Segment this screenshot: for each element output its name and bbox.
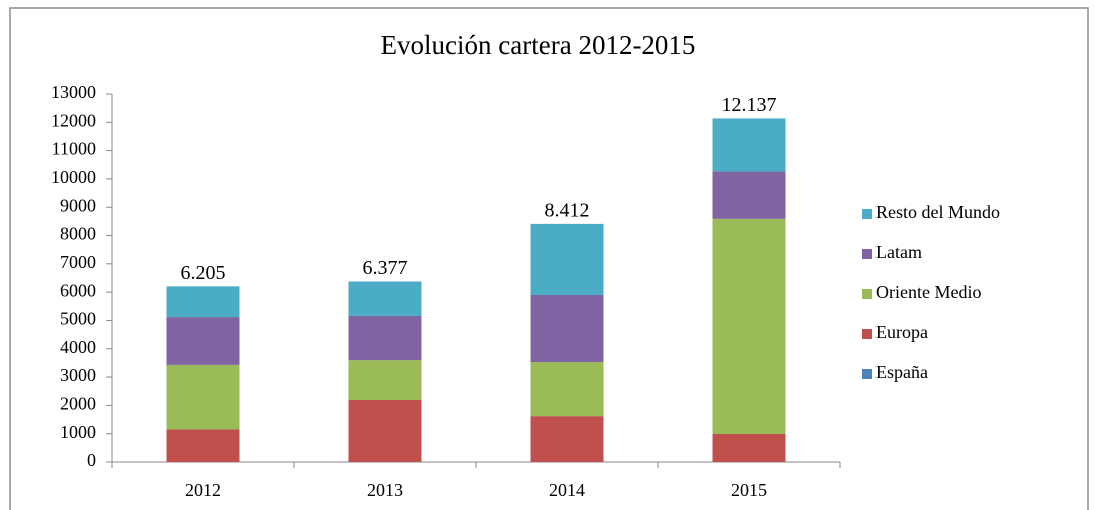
legend-swatch [862, 249, 872, 259]
bar-segment [166, 429, 240, 462]
bar-segment [530, 223, 604, 295]
y-tick-label: 12000 [51, 110, 96, 130]
bar-segment [530, 294, 604, 363]
bar-segment [712, 218, 786, 434]
x-tick-label: 2014 [549, 480, 585, 500]
y-tick-label: 4000 [60, 337, 96, 357]
legend-swatch [862, 209, 872, 219]
x-tick-label: 2015 [731, 480, 767, 500]
y-tick-label: 8000 [60, 224, 96, 244]
bar-segment [530, 362, 604, 417]
legend-swatch [862, 329, 872, 339]
bar-segment [166, 364, 240, 430]
legend-swatch [862, 369, 872, 379]
chart-frame [9, 7, 1089, 510]
legend-label: Resto del Mundo [876, 202, 1000, 222]
bar-segment [166, 286, 240, 318]
y-tick-label: 7000 [60, 252, 96, 272]
bar-segment [712, 171, 786, 219]
legend-label: Latam [876, 242, 922, 262]
total-label: 6.205 [181, 262, 226, 284]
bar-segment [166, 317, 240, 365]
bar-segment [348, 315, 422, 361]
legend-label: España [876, 362, 928, 382]
bar-segment [348, 400, 422, 462]
y-tick-label: 6000 [60, 280, 96, 300]
y-tick-label: 1000 [60, 422, 96, 442]
y-tick-label: 11000 [52, 139, 96, 159]
total-label: 12.137 [722, 94, 777, 116]
bar-segment [348, 360, 422, 401]
y-tick-label: 2000 [60, 394, 96, 414]
bar-segment [530, 416, 604, 462]
legend-swatch [862, 289, 872, 299]
bar-segment [712, 118, 786, 172]
y-tick-label: 13000 [51, 82, 96, 102]
y-tick-label: 3000 [60, 365, 96, 385]
chart-title: Evolución cartera 2012-2015 [381, 30, 696, 60]
y-tick-label: 5000 [60, 309, 96, 329]
x-tick-label: 2012 [185, 480, 221, 500]
y-tick-label: 9000 [60, 195, 96, 215]
x-tick-label: 2013 [367, 480, 403, 500]
y-tick-label: 10000 [51, 167, 96, 187]
total-label: 8.412 [545, 199, 590, 221]
legend-label: Oriente Medio [876, 282, 981, 302]
bar-segment [712, 433, 786, 462]
y-tick-label: 0 [87, 450, 96, 470]
legend-label: Europa [876, 322, 928, 342]
total-label: 6.377 [363, 257, 408, 279]
bar-segment [348, 281, 422, 316]
